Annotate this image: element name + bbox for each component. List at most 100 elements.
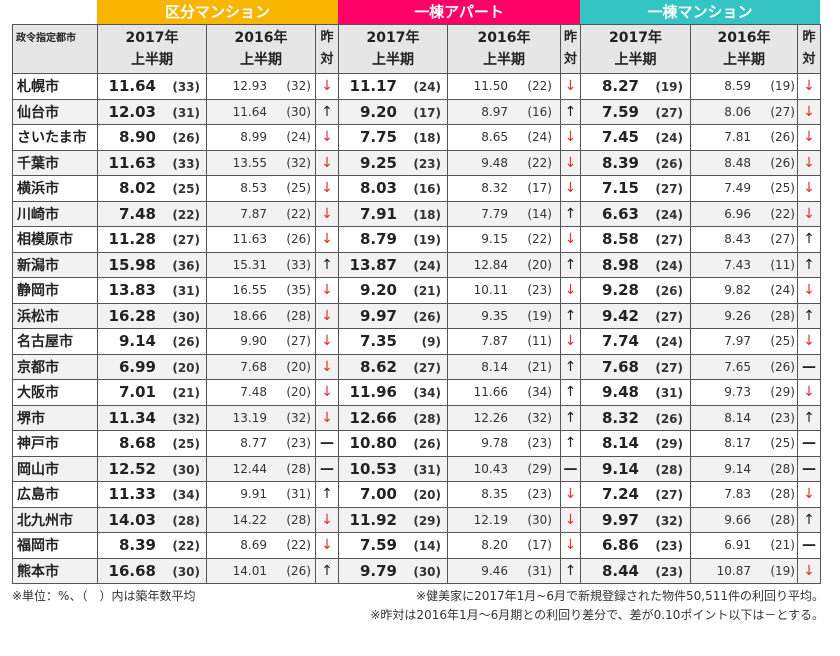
building-age: (31) (413, 462, 441, 477)
down-arrow-icon: ↓ (797, 277, 821, 304)
up-arrow-icon: ↑ (315, 557, 339, 584)
building-age: (24) (655, 258, 683, 273)
up-arrow-icon: ↑ (797, 506, 821, 533)
apartment-2016-cell: 10.11 (23) (447, 277, 561, 304)
building-age: (18) (413, 131, 441, 146)
yield-value: 9.97 (359, 306, 397, 325)
header-2017: 2017年 上半期 (97, 24, 207, 74)
yield-value: 13.83 (108, 281, 156, 300)
down-arrow-icon: ↓ (560, 226, 581, 253)
yield-value: 10.80 (349, 434, 397, 453)
apartment-2017-cell: 9.97 (26) (338, 302, 448, 329)
yield-value: 11.64 (108, 77, 156, 96)
building-age: (30) (172, 564, 200, 579)
yield-value: 8.14 (481, 359, 508, 374)
kubun-mansion-2017-cell: 13.83 (31) (97, 277, 207, 304)
yield-value: 7.75 (359, 128, 397, 147)
header-year: 2016年 (234, 30, 288, 46)
kubun-mansion-2016-cell: 7.48 (20) (206, 379, 316, 406)
up-arrow-icon: ↑ (315, 98, 339, 125)
band-building-mansion: 一棟マンション (580, 0, 820, 24)
yield-value: 7.59 (601, 102, 639, 121)
header-row: 政令指定都市 2017年 上半期 2016年 上半期昨対 2017年 上半期 2016年上… (12, 24, 821, 74)
building-age: (18) (413, 207, 441, 222)
header-2016: 2016年 上半期 (206, 24, 316, 74)
yield-value: 11.17 (349, 77, 397, 96)
header-yoy-2: 対 (320, 52, 334, 67)
yield-value: 7.68 (601, 357, 639, 376)
building-age: (26) (172, 131, 200, 146)
yield-value: 9.15 (481, 232, 508, 247)
yield-value: 7.01 (118, 383, 156, 402)
yield-value: 7.48 (118, 204, 156, 223)
building-age: (20) (527, 257, 552, 272)
kubun-mansion-2017-cell: 16.28 (30) (97, 302, 207, 329)
band-apartment: 一棟アパート (338, 0, 580, 24)
building-mansion-2016-cell: 10.87 (19) (690, 557, 798, 584)
yield-value: 9.82 (724, 283, 751, 298)
yield-value: 8.59 (724, 79, 751, 94)
down-arrow-icon: ↓ (797, 73, 821, 100)
building-age: (30) (413, 564, 441, 579)
up-arrow-icon: ↑ (797, 251, 821, 278)
building-age: (26) (770, 359, 795, 374)
apartment-2017-cell: 12.66 (28) (338, 404, 448, 431)
building-age: (26) (286, 232, 311, 247)
yield-value: 6.96 (724, 206, 751, 221)
yield-value: 13.19 (232, 410, 267, 425)
yield-value: 7.87 (240, 206, 267, 221)
yield-value: 14.01 (232, 563, 267, 578)
building-age: (33) (172, 80, 200, 95)
city-name: 岡山市 (12, 455, 98, 482)
building-age: (20) (172, 360, 200, 375)
yield-value: 16.28 (108, 306, 156, 325)
dash-icon: — (797, 430, 821, 457)
apartment-2016-cell: 7.79 (14) (447, 200, 561, 227)
up-arrow-icon: ↑ (315, 481, 339, 508)
yield-value: 16.55 (232, 283, 267, 298)
building-age: (28) (770, 461, 795, 476)
building-age: (19) (770, 563, 795, 578)
building-age: (28) (770, 512, 795, 527)
yield-value: 12.26 (473, 410, 508, 425)
apartment-2017-cell: 7.59 (14) (338, 532, 448, 559)
yield-value: 9.73 (724, 385, 751, 400)
table-row: さいたま市 8.90 (26) 8.99 (24) ↓ 7.75 (18) 8.65 (24) ↓ 7… (12, 124, 821, 151)
down-arrow-icon: ↓ (797, 328, 821, 355)
building-age: (25) (770, 181, 795, 196)
yield-value: 12.66 (349, 408, 397, 427)
kubun-mansion-2016-cell: 9.90 (27) (206, 328, 316, 355)
table-row: 堺市 11.34 (32) 13.19 (32) ↓ 12.66 (28) 12.26 (32) ↑… (12, 404, 821, 431)
kubun-mansion-2017-cell: 7.48 (22) (97, 200, 207, 227)
building-age: (26) (413, 437, 441, 452)
yield-value: 9.66 (724, 512, 751, 527)
header-year: 2017年 (609, 30, 662, 46)
apartment-2016-cell: 8.35 (23) (447, 481, 561, 508)
header-yoy-1: 昨 (563, 30, 577, 45)
header-2017: 2017年 上半期 (338, 24, 448, 74)
header-yoy: 昨対 (560, 24, 581, 74)
building-age: (26) (770, 130, 795, 145)
city-name: 福岡市 (12, 532, 98, 559)
table-row: 浜松市 16.28 (30) 18.66 (28) ↓ 9.97 (26) 9.35 (19) ↑ 9… (12, 302, 821, 329)
down-arrow-icon: ↓ (315, 404, 339, 431)
apartment-2016-cell: 11.50 (22) (447, 73, 561, 100)
city-name: 堺市 (12, 404, 98, 431)
building-age: (27) (655, 233, 683, 248)
city-name: 仙台市 (12, 98, 98, 125)
yield-value: 8.27 (601, 77, 639, 96)
apartment-2016-cell: 8.97 (16) (447, 98, 561, 125)
apartment-2017-cell: 8.03 (16) (338, 175, 448, 202)
kubun-mansion-2017-cell: 11.34 (32) (97, 404, 207, 431)
yield-value: 8.39 (601, 153, 639, 172)
kubun-mansion-2016-cell: 12.44 (28) (206, 455, 316, 482)
building-age: (27) (655, 105, 683, 120)
city-name: 静岡市 (12, 277, 98, 304)
kubun-mansion-2016-cell: 8.53 (25) (206, 175, 316, 202)
yield-value: 11.66 (473, 385, 508, 400)
yield-value: 11.28 (108, 230, 156, 249)
apartment-2017-cell: 9.25 (23) (338, 149, 448, 176)
yield-value: 9.46 (481, 563, 508, 578)
kubun-mansion-2016-cell: 11.63 (26) (206, 226, 316, 253)
apartment-2016-cell: 9.78 (23) (447, 430, 561, 457)
